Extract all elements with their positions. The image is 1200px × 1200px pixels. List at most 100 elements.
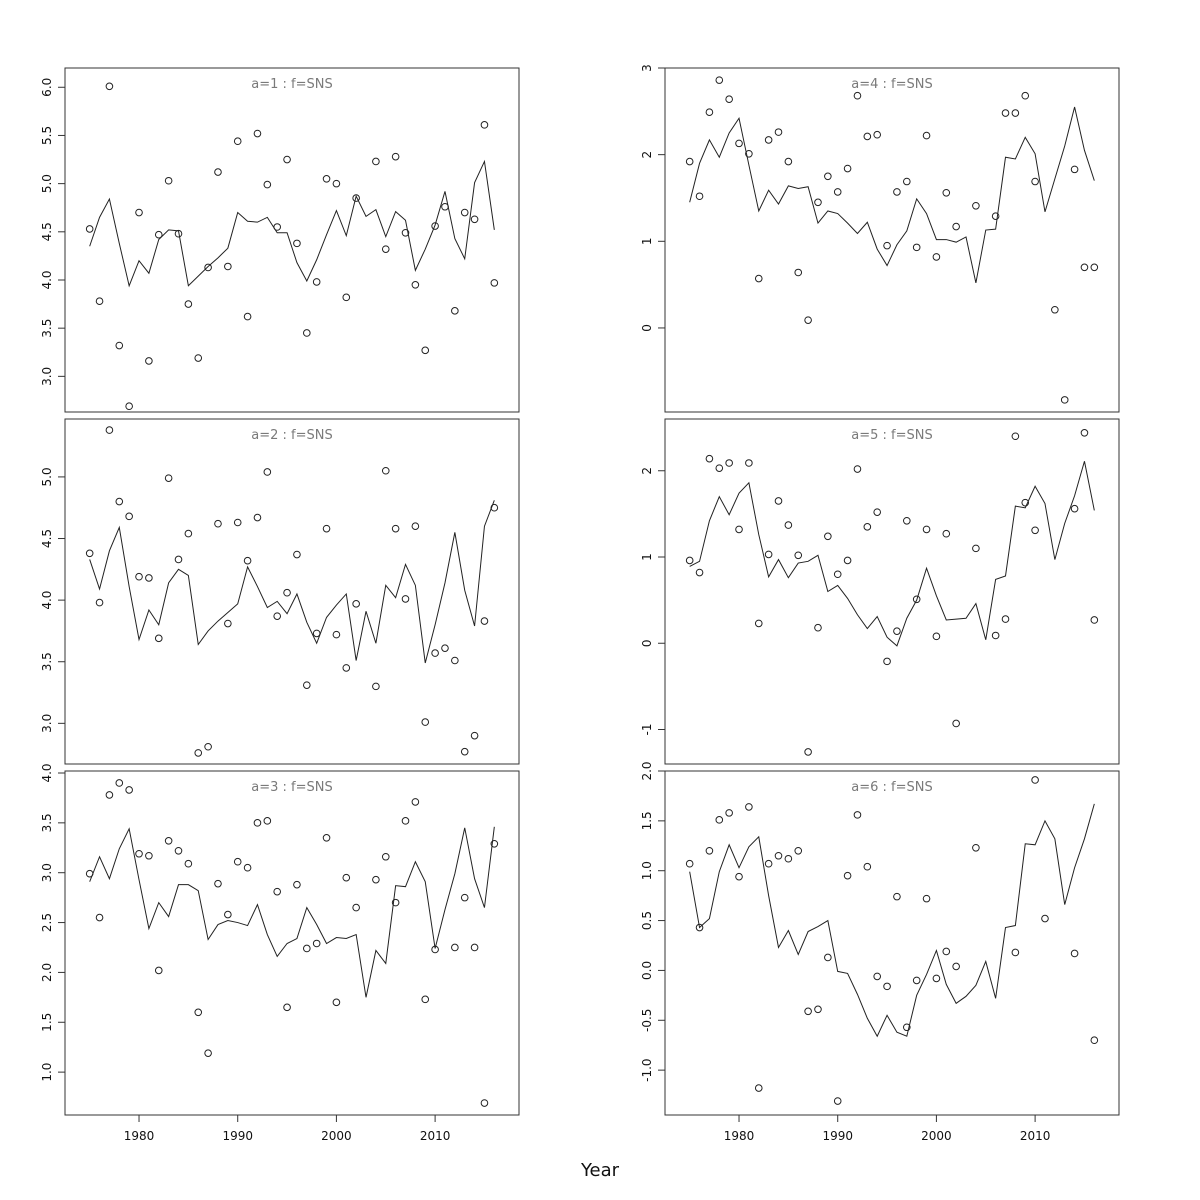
data-point [411,281,420,289]
data-point [942,529,951,538]
data-point [774,497,783,505]
data-point [705,454,714,463]
data-point [1090,263,1099,272]
data-point [303,681,311,689]
data-point [145,574,153,582]
y-tick-label: -1.0 [640,1058,654,1081]
x-tick-label: 1990 [222,1129,253,1143]
data-point [194,354,203,362]
data-point [411,522,420,530]
data-point [1070,165,1079,174]
data-point [794,268,803,277]
data-point [942,947,951,956]
data-point [431,649,439,657]
data-point [135,572,143,581]
data-point [863,523,872,531]
data-point [95,297,104,305]
data-point [273,612,281,620]
y-tick-label: 5.0 [40,174,54,193]
panel-frame [64,418,520,765]
panel-frame [664,770,1120,1116]
data-point [342,664,351,672]
y-tick-label: 3.5 [40,319,54,338]
data-point [381,852,390,861]
data-point [460,747,469,756]
data-point [774,851,783,860]
fitted-line [89,159,495,288]
data-point [164,176,173,185]
data-point [784,157,793,166]
data-point [85,869,94,878]
x-tick-label: 2010 [1020,1129,1051,1143]
y-tick-label: 3.5 [40,813,54,832]
data-point [253,129,262,138]
data-point [863,132,872,141]
data-point [125,402,133,411]
data-point [332,998,341,1007]
y-tick-label: 5.5 [40,126,54,145]
fitted-line [689,803,1095,1038]
data-point [342,873,351,882]
x-axis-label: Year [580,1160,620,1181]
data-point [470,943,479,952]
data-point [705,108,714,116]
data-point [715,464,724,472]
y-tick-label: 0.0 [640,961,654,980]
data-point [1001,615,1010,623]
data-point [804,748,812,756]
data-point [824,532,832,541]
data-point [1031,177,1039,186]
data-point [1080,429,1089,437]
data-point [233,518,242,527]
data-point [1011,432,1020,441]
data-point [421,346,430,355]
data-point [312,629,321,638]
data-point [1051,305,1059,314]
data-point [391,898,400,907]
data-point [735,139,743,148]
data-point [794,846,803,855]
data-point [451,656,459,665]
data-point [784,854,793,863]
data-point [1021,498,1030,507]
data-point [105,82,114,91]
data-point [154,634,163,643]
data-point [184,859,193,868]
data-point [85,549,94,558]
data-point [764,859,773,868]
data-point [843,556,852,565]
data-point [174,229,183,238]
panel-3: a=2 : f=SNS 3.0 3.5 4.0 4.5 5.0 [40,418,520,765]
data-point [972,544,980,553]
data-point [243,556,252,565]
data-point [952,222,960,231]
data-point [490,839,499,848]
y-tick-label: 3.0 [40,863,54,882]
y-tick-label: 1 [640,237,654,245]
data-point [303,944,311,953]
panel-title: a=2 : f=SNS [251,428,332,443]
y-tick-label: 4.5 [40,529,54,548]
data-point [174,846,183,855]
data-point [1090,616,1099,624]
data-point [903,1023,911,1032]
data-point [233,137,242,146]
fitted-line [689,106,1095,283]
data-point [735,872,743,881]
data-point [1041,914,1049,923]
y-tick-label: 2.0 [40,963,54,982]
y-tick-label: 4.0 [40,591,54,610]
data-point [715,816,724,824]
data-point [431,222,439,230]
data-point [145,357,153,365]
data-point [814,198,822,207]
data-point [952,719,960,728]
data-point [283,1003,291,1012]
data-point [312,278,321,286]
data-point [883,982,891,991]
data-point [243,312,252,321]
data-point [1031,526,1039,535]
y-tick-label: 1.0 [640,861,654,880]
data-point [685,859,694,868]
